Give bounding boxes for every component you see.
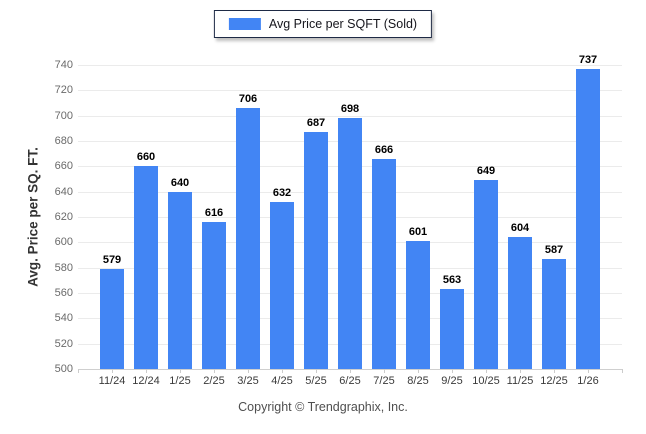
y-tick-label: 520: [54, 337, 73, 350]
y-tick-label: 600: [54, 236, 73, 249]
x-tick-label: 11/24: [98, 375, 126, 387]
bar-value-label: 706: [238, 93, 258, 106]
bar-value-label: 666: [374, 143, 394, 156]
y-tick-label: 660: [54, 160, 73, 173]
x-tick: [78, 369, 79, 373]
x-tick-label: 10/25: [472, 375, 500, 387]
bar[interactable]: [134, 166, 158, 369]
copyright-text: Copyright © Trendgraphix, Inc.: [238, 400, 408, 414]
bar-value-label: 640: [170, 176, 190, 189]
bar[interactable]: [236, 108, 260, 369]
bar[interactable]: [304, 132, 328, 369]
x-tick: [486, 369, 487, 373]
y-tick-label: 740: [54, 59, 73, 71]
y-tick-label: 720: [54, 84, 73, 97]
x-tick: [316, 369, 317, 373]
bar-value-label: 649: [476, 165, 496, 178]
x-tick-label: 2/25: [203, 375, 225, 387]
x-tick: [112, 369, 113, 373]
x-tick-label: 12/24: [132, 375, 160, 387]
x-tick: [520, 369, 521, 373]
bar[interactable]: [202, 222, 226, 369]
bar-value-label: 687: [306, 117, 326, 130]
bar-value-label: 632: [272, 186, 292, 199]
bar-value-label: 698: [340, 103, 360, 116]
y-tick-label: 700: [54, 109, 73, 122]
y-tick-label: 500: [54, 363, 73, 375]
x-tick: [214, 369, 215, 373]
plot-area: 500 520 540 560 580 600 620 640 660 680 700 720 740 5…: [55, 54, 623, 387]
legend-swatch-icon: [228, 18, 261, 30]
gridline: [78, 90, 622, 92]
bar-value-label: 579: [102, 253, 122, 266]
x-tick: [554, 369, 555, 373]
x-tick: [350, 369, 351, 373]
y-tick-label: 560: [54, 287, 73, 299]
x-tick-label: 4/25: [271, 375, 293, 387]
bar-value-label: 601: [408, 226, 428, 239]
x-tick: [452, 369, 453, 373]
x-tick-label: 1/26: [577, 375, 599, 387]
y-tick-label: 540: [54, 312, 73, 325]
bar[interactable]: [576, 68, 600, 369]
x-tick-label: 5/25: [305, 375, 327, 387]
bar[interactable]: [372, 158, 396, 369]
x-tick: [146, 369, 147, 373]
y-tick-label: 680: [54, 135, 73, 147]
x-tick: [418, 369, 419, 373]
y-axis-title: Avg. Price per SQ. FT.: [25, 147, 41, 287]
x-tick: [180, 369, 181, 373]
bar[interactable]: [508, 237, 532, 369]
x-tick: [384, 369, 385, 373]
bar-value-label: 604: [510, 222, 530, 235]
bar[interactable]: [270, 201, 294, 369]
bar[interactable]: [100, 268, 124, 369]
x-tick-label: 8/25: [407, 375, 429, 387]
bar[interactable]: [474, 180, 498, 369]
bar[interactable]: [440, 289, 464, 369]
x-tick-label: 11/25: [506, 375, 534, 387]
gridline: [78, 65, 622, 66]
x-tick: [248, 369, 249, 373]
bar[interactable]: [168, 191, 192, 369]
y-tick-label: 620: [54, 211, 73, 223]
x-tick-label: 9/25: [441, 375, 463, 387]
bar-value-label: 737: [578, 53, 598, 66]
gridline: [78, 115, 622, 117]
bar-value-label: 587: [544, 243, 564, 256]
x-tick-label: 6/25: [339, 375, 361, 387]
x-tick-label: 3/25: [237, 375, 259, 387]
x-tick: [588, 369, 589, 373]
bar[interactable]: [338, 118, 362, 369]
legend-label: Avg Price per SQFT (Sold): [268, 17, 418, 31]
legend: Avg Price per SQFT (Sold): [213, 10, 433, 38]
x-tick: [622, 369, 623, 373]
x-tick-label: 1/25: [169, 375, 191, 387]
y-tick-label: 580: [54, 261, 73, 274]
bar-value-label: 616: [204, 207, 224, 220]
bar[interactable]: [542, 258, 566, 369]
x-tick-label: 12/25: [540, 375, 568, 387]
x-tick-label: 7/25: [373, 375, 395, 387]
bar[interactable]: [406, 241, 430, 369]
bar-value-label: 660: [136, 151, 156, 164]
bar-value-label: 563: [442, 274, 462, 287]
y-tick-label: 640: [54, 185, 73, 198]
x-tick: [282, 369, 283, 373]
